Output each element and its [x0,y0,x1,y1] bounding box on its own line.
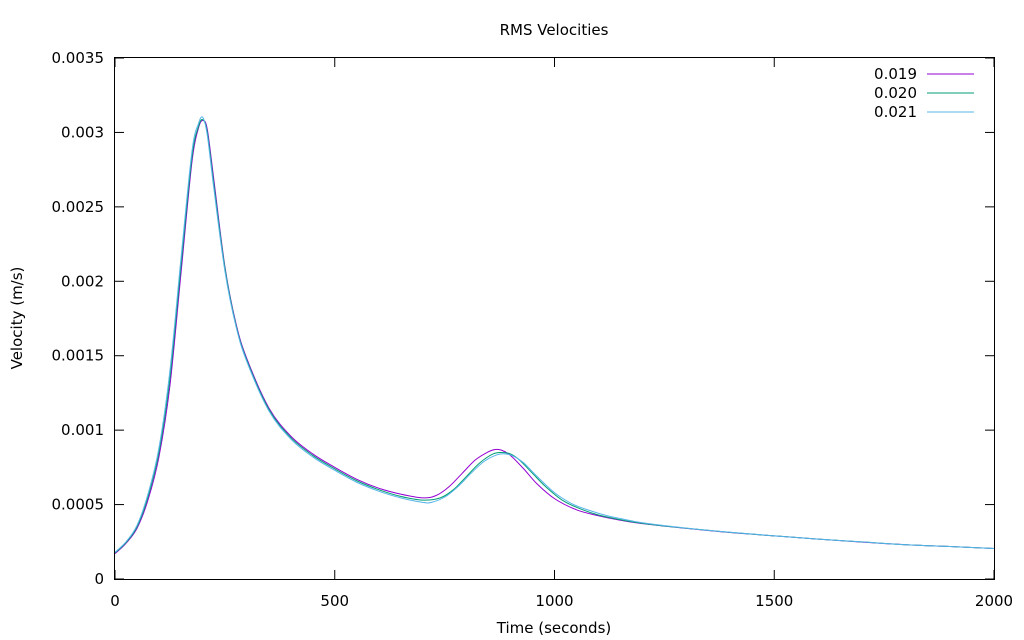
y-axis-label: Velocity (m/s) [8,267,26,370]
series-line-0.021 [114,116,995,553]
x-tick-label: 2000 [975,592,1013,610]
plot-frame [114,57,995,580]
legend-label: 0.021 [874,103,917,121]
y-tick-label: 0.003 [61,123,104,141]
legend-label: 0.020 [874,84,917,102]
y-tick-label: 0 [94,570,104,588]
legend-label: 0.019 [874,65,917,83]
y-tick-label: 0.002 [61,272,104,290]
y-tick-label: 0.001 [61,421,104,439]
x-tick-label: 0 [110,592,120,610]
x-tick-label: 500 [320,592,349,610]
chart-title: RMS Velocities [500,21,609,39]
y-tick-label: 0.0015 [52,347,105,365]
y-tick-label: 0.0005 [52,496,105,514]
series-line-0.019 [114,119,995,555]
x-tick-label: 1500 [755,592,793,610]
y-tick-label: 0.0035 [52,49,105,67]
x-axis-label: Time (seconds) [496,619,612,637]
axis-ticks: 0 500 1000 1500 2000 0 0.0005 0.001 0.0015 0.002 0… [52,49,1014,610]
x-tick-label: 1000 [535,592,573,610]
y-tick-label: 0.0025 [52,198,105,216]
series-group [114,116,995,555]
series-line-0.020 [114,119,995,554]
